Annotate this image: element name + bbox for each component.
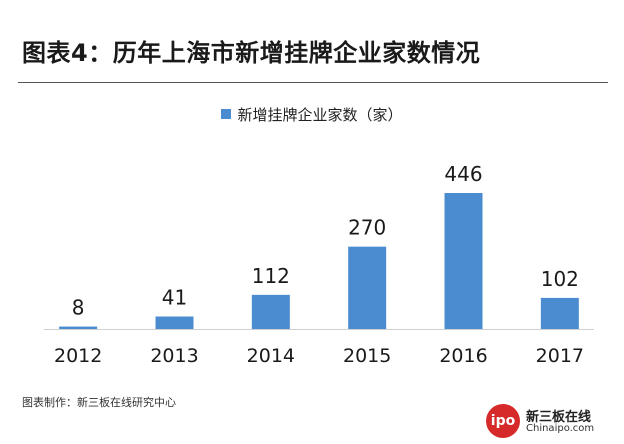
x-tick-2013: 2013: [150, 345, 198, 367]
x-tick-2012: 2012: [54, 345, 102, 367]
bar-2015: [348, 246, 387, 329]
x-tick-2015: 2015: [343, 345, 391, 367]
bar-2017: [540, 297, 579, 329]
brand-logo: ipo 新三板在线 Chinaipo.com: [486, 404, 616, 438]
bar-2016: [444, 193, 483, 329]
page-title: 图表4：历年上海市新增挂牌企业家数情况: [22, 39, 481, 67]
x-tick-2014: 2014: [247, 345, 295, 367]
data-label-2013: 41: [162, 285, 187, 309]
data-label-2016: 446: [444, 162, 482, 186]
x-tick-2017: 2017: [536, 345, 584, 367]
logo-url: Chinaipo.com: [526, 423, 595, 434]
legend-label: 新增挂牌企业家数（家）: [237, 106, 403, 124]
x-tick-2016: 2016: [439, 345, 487, 367]
ipo-logo-icon: ipo: [486, 404, 520, 438]
bar-2014: [251, 294, 290, 329]
chart-legend: 新增挂牌企业家数（家）: [0, 104, 624, 125]
bar-2013: [155, 316, 194, 329]
source-note: 图表制作：新三板在线研究中心: [22, 396, 176, 409]
data-label-2015: 270: [348, 216, 386, 240]
data-label-2012: 8: [72, 296, 85, 320]
title-divider: [18, 82, 608, 83]
data-label-2014: 112: [252, 264, 290, 288]
logo-name: 新三板在线: [526, 410, 592, 425]
bar-2012: [59, 326, 98, 329]
data-label-2017: 102: [541, 267, 579, 291]
legend-swatch: [221, 108, 232, 119]
